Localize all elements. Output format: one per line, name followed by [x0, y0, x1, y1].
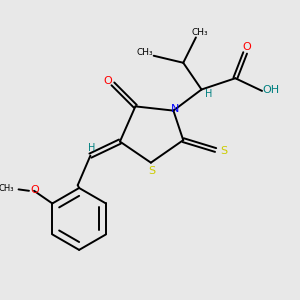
Text: N: N: [171, 104, 179, 114]
Text: O: O: [242, 42, 251, 52]
Text: H: H: [205, 89, 212, 99]
Text: OH: OH: [262, 85, 280, 94]
Text: S: S: [220, 146, 227, 156]
Text: S: S: [149, 166, 156, 176]
Text: CH₃: CH₃: [137, 48, 154, 57]
Text: O: O: [103, 76, 112, 86]
Text: CH₃: CH₃: [0, 184, 14, 193]
Text: H: H: [88, 143, 95, 153]
Text: CH₃: CH₃: [192, 28, 208, 37]
Text: O: O: [31, 185, 40, 195]
